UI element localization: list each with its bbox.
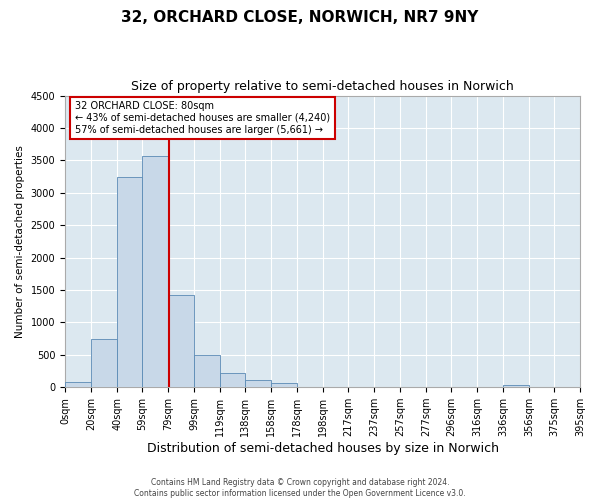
Bar	[168, 294, 194, 387]
Bar	[271, 382, 297, 387]
Title: Size of property relative to semi-detached houses in Norwich: Size of property relative to semi-detach…	[131, 80, 514, 93]
Text: 32 ORCHARD CLOSE: 80sqm
← 43% of semi-detached houses are smaller (4,240)
57% of: 32 ORCHARD CLOSE: 80sqm ← 43% of semi-de…	[76, 102, 331, 134]
Bar	[142, 156, 168, 387]
Bar	[220, 373, 245, 387]
Text: Contains HM Land Registry data © Crown copyright and database right 2024.
Contai: Contains HM Land Registry data © Crown c…	[134, 478, 466, 498]
Bar	[117, 176, 142, 387]
Bar	[245, 380, 271, 387]
Text: 32, ORCHARD CLOSE, NORWICH, NR7 9NY: 32, ORCHARD CLOSE, NORWICH, NR7 9NY	[121, 10, 479, 25]
X-axis label: Distribution of semi-detached houses by size in Norwich: Distribution of semi-detached houses by …	[146, 442, 499, 455]
Bar	[65, 382, 91, 387]
Y-axis label: Number of semi-detached properties: Number of semi-detached properties	[15, 145, 25, 338]
Bar	[194, 355, 220, 387]
Bar	[503, 384, 529, 387]
Bar	[91, 338, 117, 387]
